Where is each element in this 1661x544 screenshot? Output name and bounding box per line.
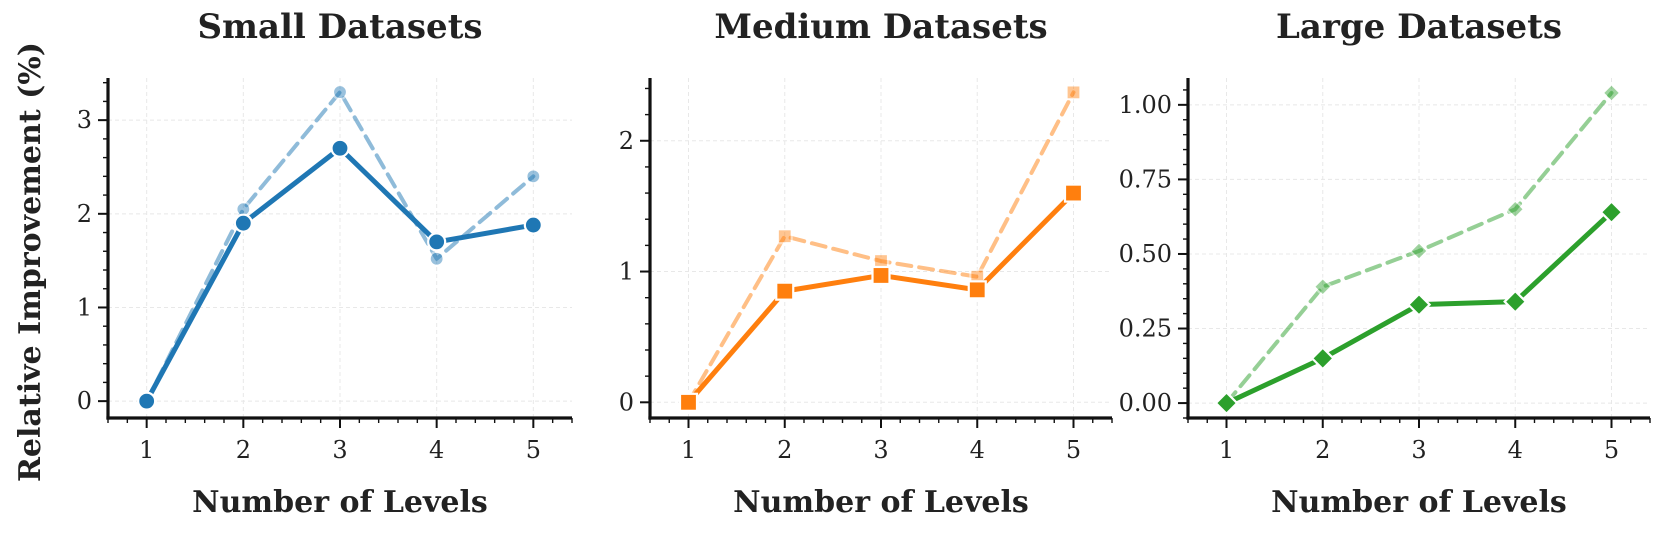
y-axis-label: Relative Improvement (%): [13, 42, 48, 482]
y-tick-label: 3: [77, 106, 92, 134]
data-point-solid: [233, 213, 253, 233]
x-tick-label: 1: [139, 436, 154, 464]
data-point-solid: [1599, 200, 1624, 225]
data-point-dashed: [1312, 276, 1334, 298]
x-axis-label: Number of Levels: [733, 485, 1029, 520]
data-point-dashed: [776, 228, 793, 245]
data-point-dashed: [331, 83, 349, 101]
x-tick-label: 5: [1066, 436, 1081, 464]
y-tick-label: 0: [77, 387, 92, 415]
x-tick-label: 2: [236, 436, 251, 464]
y-tick-label: 0.50: [1119, 240, 1172, 268]
data-point-solid: [967, 280, 987, 300]
data-point-dashed: [525, 168, 542, 185]
data-point-solid: [1063, 183, 1084, 203]
x-tick-label: 1: [1219, 436, 1234, 464]
x-tick-label: 1: [681, 436, 696, 464]
x-axis-label: Number of Levels: [192, 485, 488, 520]
y-tick-label: 0: [619, 388, 634, 416]
x-tick-label: 3: [1411, 436, 1426, 464]
data-point-dashed: [1065, 84, 1082, 101]
data-point-solid: [871, 265, 891, 286]
y-tick-label: 1: [77, 293, 92, 321]
data-point-solid: [523, 215, 543, 235]
data-point-solid: [1310, 346, 1335, 371]
x-tick-label: 2: [777, 436, 792, 464]
x-tick-label: 5: [526, 436, 541, 464]
x-tick-label: 3: [332, 436, 347, 464]
y-tick-label: 2: [619, 127, 634, 155]
y-tick-label: 0.25: [1119, 315, 1172, 343]
series-line-dashed: [1224, 90, 1614, 406]
x-tick-label: 4: [1508, 436, 1523, 464]
panel-title: Small Datasets: [197, 7, 482, 47]
chart-panel-3: 0.00 0.25 0.50 0.75 1.00 1 2 3 4 5 Large Datasets N…: [1119, 7, 1651, 520]
data-point-dashed: [1408, 240, 1430, 262]
data-point-solid: [137, 391, 157, 411]
data-point-solid: [330, 138, 350, 158]
data-point-solid: [775, 281, 795, 301]
panel-title: Large Datasets: [1276, 7, 1562, 47]
series-line-dashed: [686, 90, 1076, 405]
series-line-dashed: [144, 90, 536, 404]
data-point-solid: [1503, 289, 1528, 314]
y-tick-label: 1: [619, 258, 634, 286]
y-tick-label: 1.00: [1119, 91, 1172, 119]
y-tick-label: 0.75: [1119, 165, 1172, 193]
data-point-dashed: [1601, 82, 1622, 104]
data-point-solid: [1406, 292, 1432, 317]
data-point-dashed: [428, 250, 445, 267]
x-tick-label: 4: [970, 436, 985, 464]
x-axis-label: Number of Levels: [1271, 485, 1567, 520]
x-tick-label: 3: [873, 436, 888, 464]
x-tick-label: 2: [1315, 436, 1330, 464]
data-point-solid: [1214, 390, 1239, 416]
data-point-solid: [678, 392, 699, 412]
chart-panel-1: 0 1 2 3 1 2 3 4 5 Small Datasets Number of Levels R…: [13, 7, 573, 520]
panel-title: Medium Datasets: [714, 7, 1047, 47]
x-tick-label: 4: [429, 436, 444, 464]
data-point-dashed: [1504, 198, 1526, 220]
y-tick-label: 2: [77, 200, 92, 228]
data-point-solid: [427, 232, 447, 252]
chart-panel-2: 0 1 2 1 2 3 4 5 Medium Datasets Number of Levels: [619, 7, 1113, 520]
x-tick-label: 5: [1604, 436, 1619, 464]
y-tick-label: 0.00: [1119, 389, 1172, 417]
